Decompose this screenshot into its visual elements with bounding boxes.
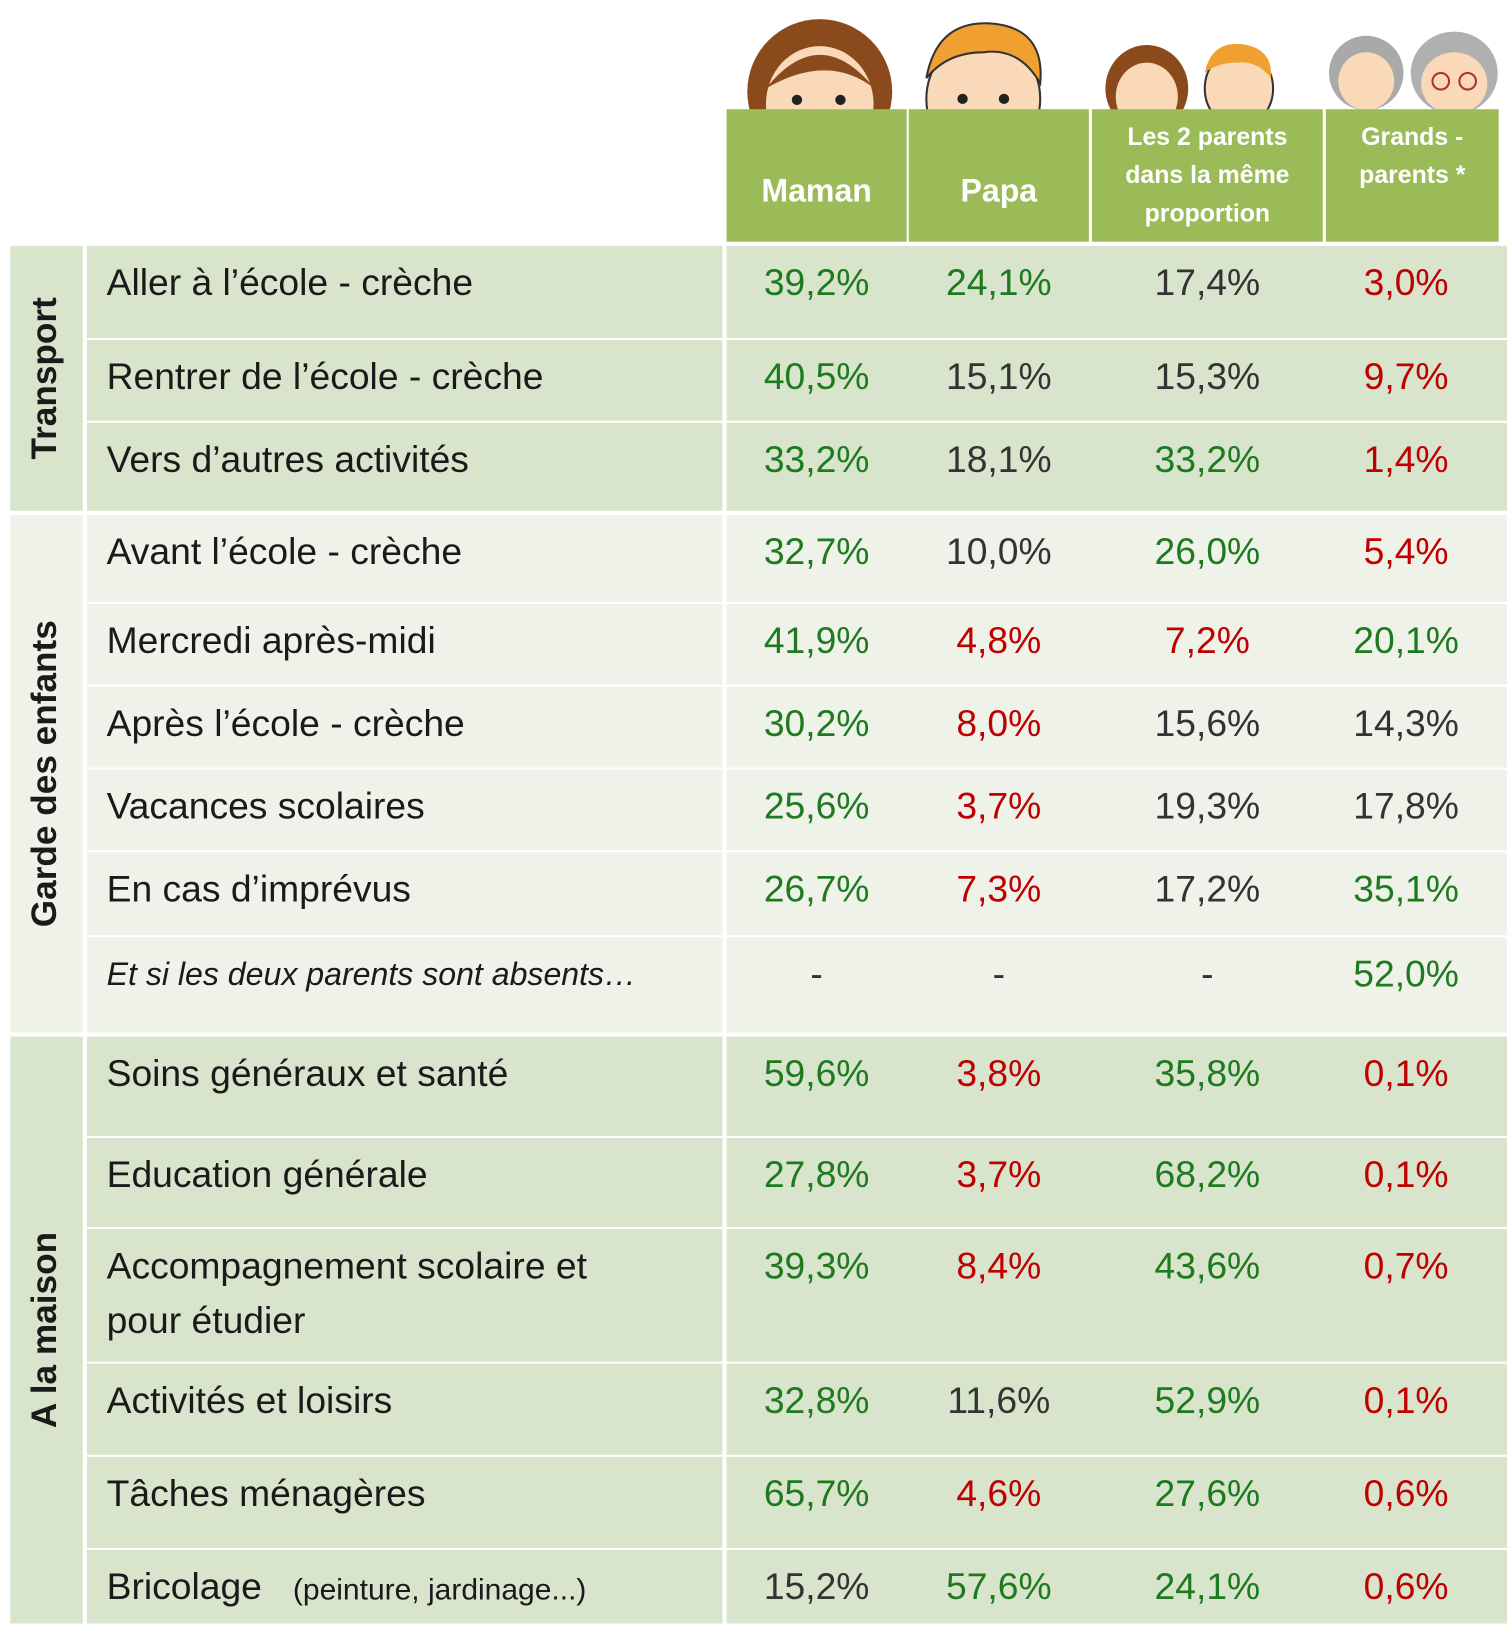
header-label: Grands - xyxy=(1361,124,1463,151)
row-label: En cas d’imprévus xyxy=(107,868,411,910)
value-cell-text: - xyxy=(993,952,1005,994)
value-cell-text: 4,6% xyxy=(956,1472,1041,1514)
header-label: Maman xyxy=(761,173,872,209)
face-grandparents xyxy=(1329,32,1498,115)
value-cell-text: 57,6% xyxy=(946,1565,1052,1607)
value-cell-text: 15,3% xyxy=(1155,355,1261,397)
value-cell-text: 65,7% xyxy=(764,1472,870,1514)
value-cell-text: 3,8% xyxy=(956,1052,1041,1094)
value-cell-text: 8,0% xyxy=(956,702,1041,744)
value-cell-text: 32,7% xyxy=(764,530,870,572)
value-cell-text: 24,1% xyxy=(1155,1565,1261,1607)
value-cell-text: 26,7% xyxy=(764,868,870,910)
row-label: Education générale xyxy=(107,1153,428,1195)
value-cell-text: 15,2% xyxy=(764,1565,870,1607)
value-cell-text: 59,6% xyxy=(764,1052,870,1094)
row-label: Vacances scolaires xyxy=(107,785,425,827)
value-cell-text: 52,9% xyxy=(1155,1379,1261,1421)
value-cell-text: 39,2% xyxy=(764,261,870,303)
value-cell-text: 24,1% xyxy=(946,261,1052,303)
value-cell-text: 0,6% xyxy=(1364,1472,1449,1514)
row-label: Tâches ménagères xyxy=(107,1472,426,1514)
value-cell-text: 15,6% xyxy=(1155,702,1261,744)
value-cell-text: 68,2% xyxy=(1155,1153,1261,1195)
group-label: Garde des enfants xyxy=(25,620,64,927)
value-cell-text: 26,0% xyxy=(1155,530,1261,572)
header-label: dans la même xyxy=(1125,162,1289,189)
value-cell-text: - xyxy=(810,952,822,994)
value-cell-text: 20,1% xyxy=(1353,619,1459,661)
value-cell-text: 41,9% xyxy=(764,619,870,661)
value-cell-text: 30,2% xyxy=(764,702,870,744)
table: Maman Papa Les 2 parents dans la même propor… xyxy=(0,0,1507,1624)
value-cell-text: 0,1% xyxy=(1364,1153,1449,1195)
row-label: Activités et loisirs xyxy=(107,1379,393,1421)
header-label: Les 2 parents xyxy=(1127,124,1287,151)
value-cell-text: 10,0% xyxy=(946,530,1052,572)
value-cell-text: 25,6% xyxy=(764,785,870,827)
value-cell-text: 7,3% xyxy=(956,868,1041,910)
row-label-note: (peinture, jardinage...) xyxy=(293,1573,587,1606)
row-label: Et si les deux parents sont absents… xyxy=(107,956,637,992)
value-cell-text: 33,2% xyxy=(1155,438,1261,480)
value-cell-text: 35,1% xyxy=(1353,868,1459,910)
value-cell-text: 3,7% xyxy=(956,1153,1041,1195)
value-cell-text: 32,8% xyxy=(764,1379,870,1421)
row-label: Après l’école - crèche xyxy=(107,702,465,744)
value-cell-text: 19,3% xyxy=(1155,785,1261,827)
value-cell-text: 1,4% xyxy=(1364,438,1449,480)
row-label: Bricolage xyxy=(107,1565,262,1607)
value-cell-text: 0,7% xyxy=(1364,1244,1449,1286)
row-label: Rentrer de l’école - crèche xyxy=(107,355,544,397)
value-cell-text: 15,1% xyxy=(946,355,1052,397)
value-cell-text: 0,1% xyxy=(1364,1052,1449,1094)
value-cell-text: 40,5% xyxy=(764,355,870,397)
value-cell-text: 27,8% xyxy=(764,1153,870,1195)
value-cell-text: 3,0% xyxy=(1364,261,1449,303)
row-label: pour étudier xyxy=(107,1299,306,1341)
value-cell-text: 18,1% xyxy=(946,438,1052,480)
group-label: Transport xyxy=(25,297,64,460)
value-cell-text: 17,2% xyxy=(1155,868,1261,910)
value-cell-text: 3,7% xyxy=(956,785,1041,827)
value-cell-text: 39,3% xyxy=(764,1244,870,1286)
row-label: Aller à l’école - crèche xyxy=(107,261,473,303)
value-cell-text: 9,7% xyxy=(1364,355,1449,397)
row-label: Vers d’autres activités xyxy=(107,438,469,480)
page: {"header": {"columns": [ {"lines": ["Mam… xyxy=(0,0,1507,1624)
value-cell-text: 17,4% xyxy=(1155,261,1261,303)
value-cell-text: 33,2% xyxy=(764,438,870,480)
value-cell-text: 27,6% xyxy=(1155,1472,1261,1514)
row-label: Avant l’école - crèche xyxy=(107,530,462,572)
value-cell-text: 0,1% xyxy=(1364,1379,1449,1421)
value-cell-text: 5,4% xyxy=(1364,530,1449,572)
group-label: A la maison xyxy=(25,1232,64,1428)
value-cell-text: 11,6% xyxy=(947,1379,1050,1421)
value-cell-text: 43,6% xyxy=(1155,1244,1261,1286)
header-label: parents * xyxy=(1359,162,1466,189)
value-cell-text: 35,8% xyxy=(1155,1052,1261,1094)
row-label: Accompagnement scolaire et xyxy=(107,1244,588,1286)
value-cell-text: 17,8% xyxy=(1353,785,1459,827)
value-cell-text: 14,3% xyxy=(1353,702,1459,744)
header-label: proportion xyxy=(1145,200,1271,227)
value-cell-text: 52,0% xyxy=(1353,952,1459,994)
value-cell-text: 7,2% xyxy=(1165,619,1250,661)
value-cell-text: - xyxy=(1201,952,1213,994)
value-cell-text: 8,4% xyxy=(956,1244,1041,1286)
row-label: Soins généraux et santé xyxy=(107,1052,509,1094)
row-label: Mercredi après-midi xyxy=(107,619,436,661)
value-cell-text: 0,6% xyxy=(1364,1565,1449,1607)
header-label: Papa xyxy=(960,173,1038,209)
value-cell-text: 4,8% xyxy=(956,619,1041,661)
